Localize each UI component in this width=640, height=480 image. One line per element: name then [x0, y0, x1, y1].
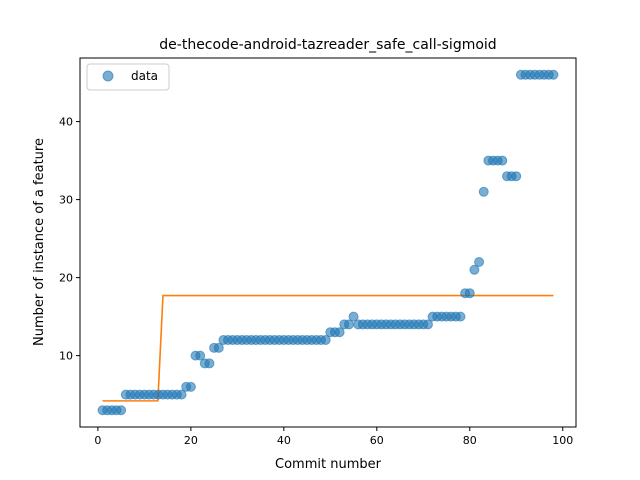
data-point: [422, 319, 433, 330]
x-tick-label: 80: [463, 434, 477, 447]
chart-title: de-thecode-android-tazreader_safe_call-s…: [159, 37, 496, 53]
data-point: [334, 327, 345, 338]
data-point: [348, 311, 359, 322]
data-point: [511, 171, 522, 182]
y-tick-label: 10: [59, 350, 73, 363]
x-axis: 0 20 40 60 80 100: [94, 427, 573, 447]
x-tick-label: 40: [277, 434, 291, 447]
data-point: [185, 381, 196, 392]
data-point: [469, 264, 480, 275]
x-axis-label: Commit number: [275, 457, 382, 472]
data-point: [478, 186, 489, 197]
data-point: [548, 69, 559, 80]
x-tick-label: 60: [370, 434, 384, 447]
data-point: [116, 405, 127, 416]
data-point: [320, 335, 331, 346]
data-point: [464, 288, 475, 299]
axes-frame: [79, 57, 577, 428]
data-point: [195, 350, 206, 361]
x-tick-label: 20: [184, 434, 198, 447]
legend: data: [86, 63, 170, 91]
y-tick-label: 40: [59, 116, 73, 129]
x-tick-label: 100: [552, 434, 573, 447]
data-point: [497, 155, 508, 166]
plot-area: [97, 69, 559, 416]
y-axis: 10 20 30 40: [59, 116, 80, 363]
data-point: [176, 389, 187, 400]
y-tick-label: 30: [59, 194, 73, 207]
legend-label-data: data: [131, 69, 158, 83]
y-axis-label: Number of instance of a feature: [32, 138, 47, 346]
data-point: [474, 257, 485, 267]
y-tick-label: 20: [59, 272, 73, 285]
data-point: [213, 342, 224, 353]
fit-line: [102, 294, 554, 402]
legend-box: [86, 63, 170, 91]
data-point: [455, 311, 466, 322]
x-tick-label: 0: [94, 434, 101, 447]
data-point: [204, 358, 215, 369]
legend-marker: [102, 70, 114, 82]
